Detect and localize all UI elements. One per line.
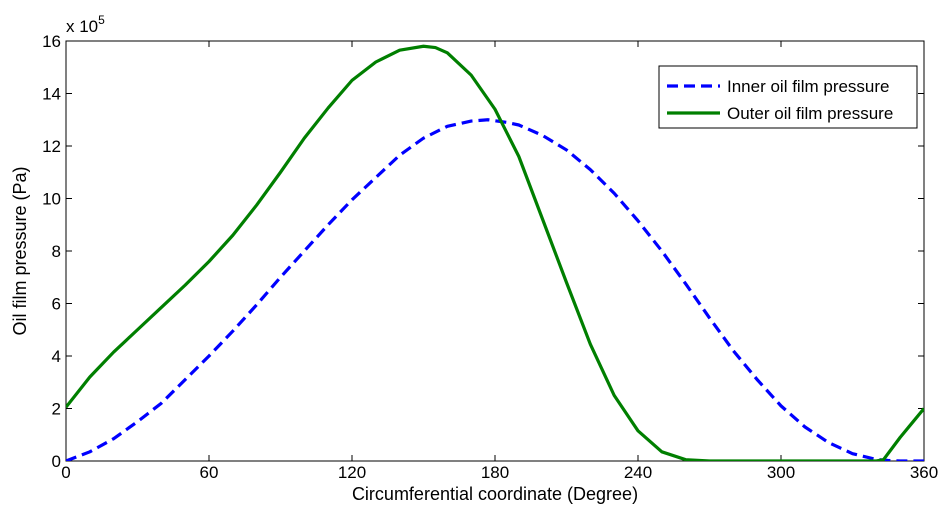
y-tick-label: 14	[42, 85, 61, 104]
x-tick-label: 240	[624, 463, 652, 482]
y-tick-label: 4	[52, 347, 61, 366]
legend-box	[658, 65, 918, 129]
x-tick-label: 360	[910, 463, 938, 482]
y-multiplier-exponent: 5	[98, 13, 105, 27]
y-tick-label: 0	[52, 452, 61, 471]
x-tick-label: 120	[338, 463, 366, 482]
y-tick-label: 6	[52, 295, 61, 314]
x-axis-label: Circumferential coordinate (Degree)	[352, 484, 638, 504]
y-tick-label: 8	[52, 242, 61, 261]
y-tick-label: 12	[42, 137, 61, 156]
legend-label-inner: Inner oil film pressure	[727, 77, 890, 96]
series-line-outer	[66, 44, 924, 461]
legend: Inner oil film pressure Outer oil film pr…	[658, 65, 918, 129]
x-tick-label: 300	[767, 463, 795, 482]
y-tick-label: 2	[52, 400, 61, 419]
legend-label-outer: Outer oil film pressure	[727, 104, 893, 123]
y-tick-label: 16	[42, 32, 61, 51]
x-tick-label: 180	[481, 463, 509, 482]
axis-ticks: 0 60 120 180 240 300 360 0 2 4 6 8 10 12 14 16	[42, 32, 938, 482]
x-tick-label: 60	[200, 463, 219, 482]
series-line-inner	[66, 118, 924, 461]
x-tick-label: 0	[61, 463, 70, 482]
y-multiplier-label: x 105	[66, 13, 105, 36]
series-layer	[66, 44, 924, 461]
y-tick-label: 10	[42, 190, 61, 209]
y-axis-label: Oil film pressure (Pa)	[10, 166, 30, 335]
